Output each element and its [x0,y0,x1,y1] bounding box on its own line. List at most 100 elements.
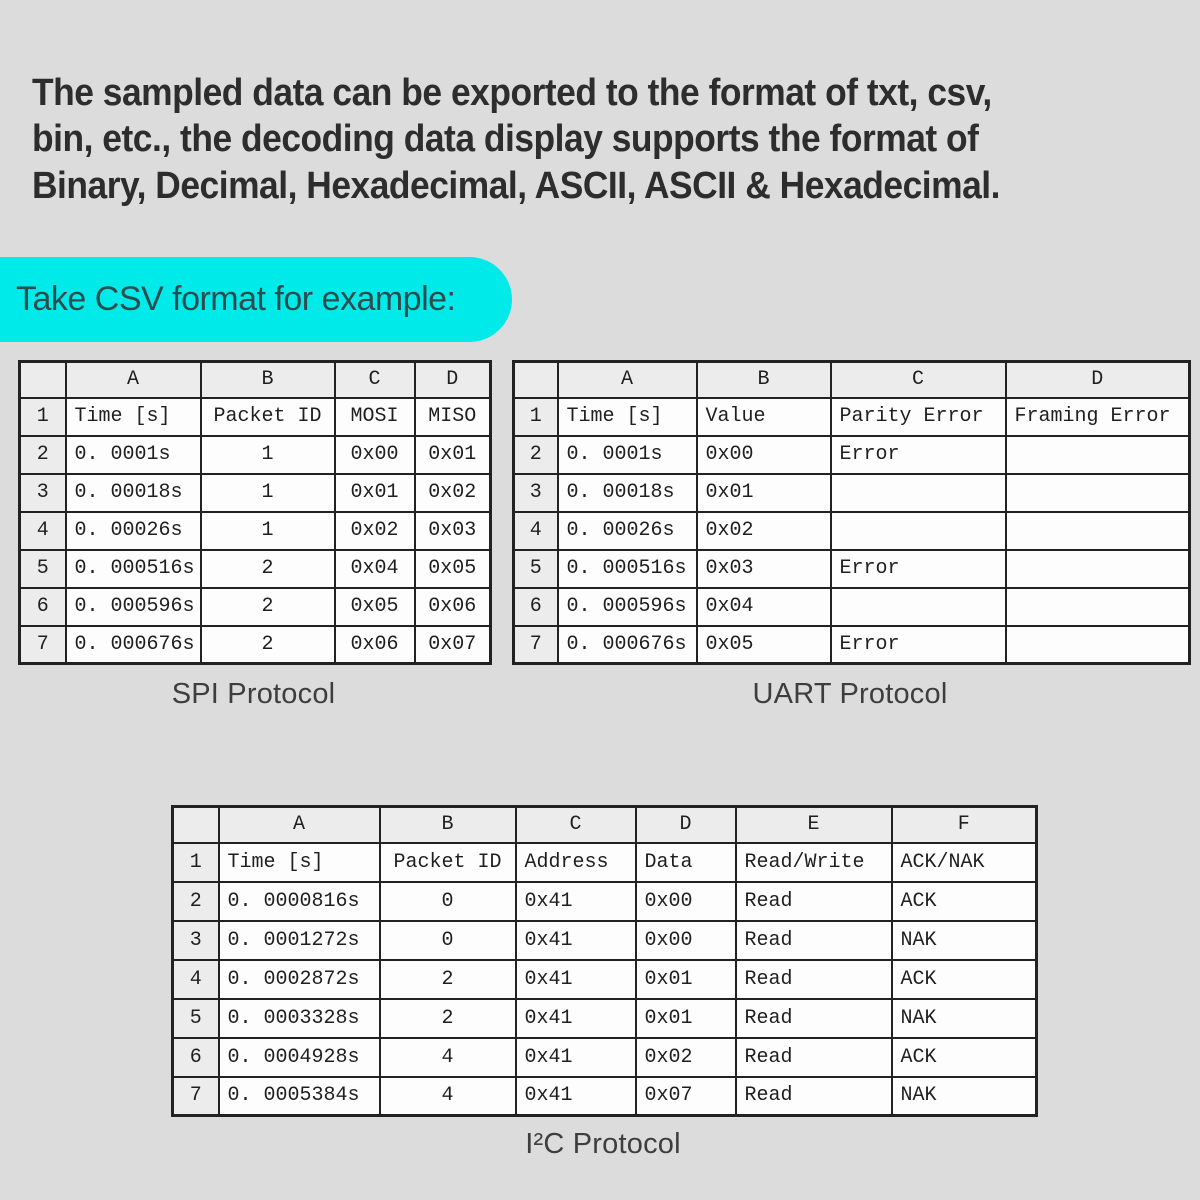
table-cell: 0. 0001s [556,434,698,475]
row-number: 6 [18,586,67,627]
table-cell: Time [s] [556,396,698,437]
column-letter: F [890,805,1038,844]
table-cell: 2 [378,958,517,1000]
table-cell: 0x00 [634,880,737,922]
column-letter: C [514,805,637,844]
table-cell: 0. 000516s [64,548,202,589]
column-letter: D [413,360,492,399]
table-row: 3 0. 00018s 0x01 [512,472,1191,513]
corner-cell [18,360,67,399]
table-cell: Read [734,997,893,1039]
row-number: 4 [18,510,67,551]
table-cell [1004,548,1191,589]
table-cell: Read [734,1075,893,1117]
table-cell: NAK [890,919,1038,961]
table-cell: Framing Error [1004,396,1191,437]
spi-caption: SPI Protocol [171,678,336,710]
row-number: 3 [512,472,559,513]
table-cell: 4 [378,1036,517,1078]
row-number: 1 [512,396,559,437]
table-cell: 0x00 [333,434,416,475]
table-cell: Error [829,548,1007,589]
table-cell: 0 [378,880,517,922]
column-letter: B [695,360,832,399]
table-cell: 2 [199,624,336,665]
table-cell: Read [734,1036,893,1078]
table-row: 6 0. 000596s 0x04 [512,586,1191,627]
table-cell: ACK [890,880,1038,922]
table-cell: MOSI [333,396,416,437]
table-cell: ACK/NAK [890,841,1038,883]
table-cell: Address [514,841,637,883]
column-letter: C [829,360,1007,399]
row-number: 5 [512,548,559,589]
table-row: 4 0. 00026s 0x02 [512,510,1191,551]
table-cell [829,472,1007,513]
table-row: 1 Time [s] Packet ID MOSI MISO [18,396,492,437]
table-cell: ACK [890,1036,1038,1078]
table-cell: 0x00 [695,434,832,475]
table-cell: 0. 00026s [64,510,202,551]
table-cell: 0. 0002872s [217,958,381,1000]
table-row: 5 0. 0003328s 2 0x41 0x01 Read NAK [171,997,1038,1039]
row-number: 1 [171,841,220,883]
table-cell [1004,510,1191,551]
table-cell [829,510,1007,551]
table-cell: Read [734,958,893,1000]
table-cell: 0x06 [333,624,416,665]
table-cell: 0x02 [413,472,492,513]
table-cell: 0. 0001272s [217,919,381,961]
table-cell: 1 [199,510,336,551]
column-letter: C [333,360,416,399]
heading-line: Binary, Decimal, Hexadecimal, ASCII, ASC… [32,164,1001,207]
row-number: 6 [512,586,559,627]
column-letter: A [217,805,381,844]
table-cell: 0. 0000816s [217,880,381,922]
column-letter: D [634,805,737,844]
table-cell: Read [734,880,893,922]
table-cell: Time [s] [64,396,202,437]
row-number: 3 [18,472,67,513]
uart-table: A B C D 1 Time [s] Value Parity Error Framing Er… [512,360,1191,665]
table-cell: 0. 00026s [556,510,698,551]
row-number: 1 [18,396,67,437]
row-number: 7 [512,624,559,665]
table-cell: 1 [199,472,336,513]
table-cell: 2 [378,997,517,1039]
table-cell: Parity Error [829,396,1007,437]
row-number: 4 [171,958,220,1000]
table-cell: 0x03 [413,510,492,551]
table-row: 7 0. 0005384s 4 0x41 0x07 Read NAK [171,1075,1038,1117]
table-row: 6 0. 0004928s 4 0x41 0x02 Read ACK [171,1036,1038,1078]
row-number: 2 [171,880,220,922]
table-cell: 0x01 [634,997,737,1039]
table-cell: Data [634,841,737,883]
table-cell: 0x05 [695,624,832,665]
table-cell: 0. 00018s [556,472,698,513]
table-cell: 0x41 [514,958,637,1000]
table-cell: 0x01 [413,434,492,475]
table-cell: 0x07 [634,1075,737,1117]
table-row: 5 0. 000516s 0x03 Error [512,548,1191,589]
table-cell: 0x02 [634,1036,737,1078]
table-row: 7 0. 000676s 0x05 Error [512,624,1191,665]
table-cell: Time [s] [217,841,381,883]
table-cell: 0x41 [514,1075,637,1117]
row-number: 2 [18,434,67,475]
corner-cell [512,360,559,399]
table-cell: 1 [199,434,336,475]
row-number: 7 [18,624,67,665]
column-letter: A [64,360,202,399]
row-number: 4 [512,510,559,551]
table-cell: 0 [378,919,517,961]
column-letter: B [378,805,517,844]
table-cell: 0. 00018s [64,472,202,513]
table-cell: MISO [413,396,492,437]
table-cell: 0. 0005384s [217,1075,381,1117]
table-cell [1004,434,1191,475]
table-cell: 2 [199,586,336,627]
table-cell: ACK [890,958,1038,1000]
table-cell: 0x41 [514,919,637,961]
column-letter: D [1004,360,1191,399]
row-number: 5 [171,997,220,1039]
